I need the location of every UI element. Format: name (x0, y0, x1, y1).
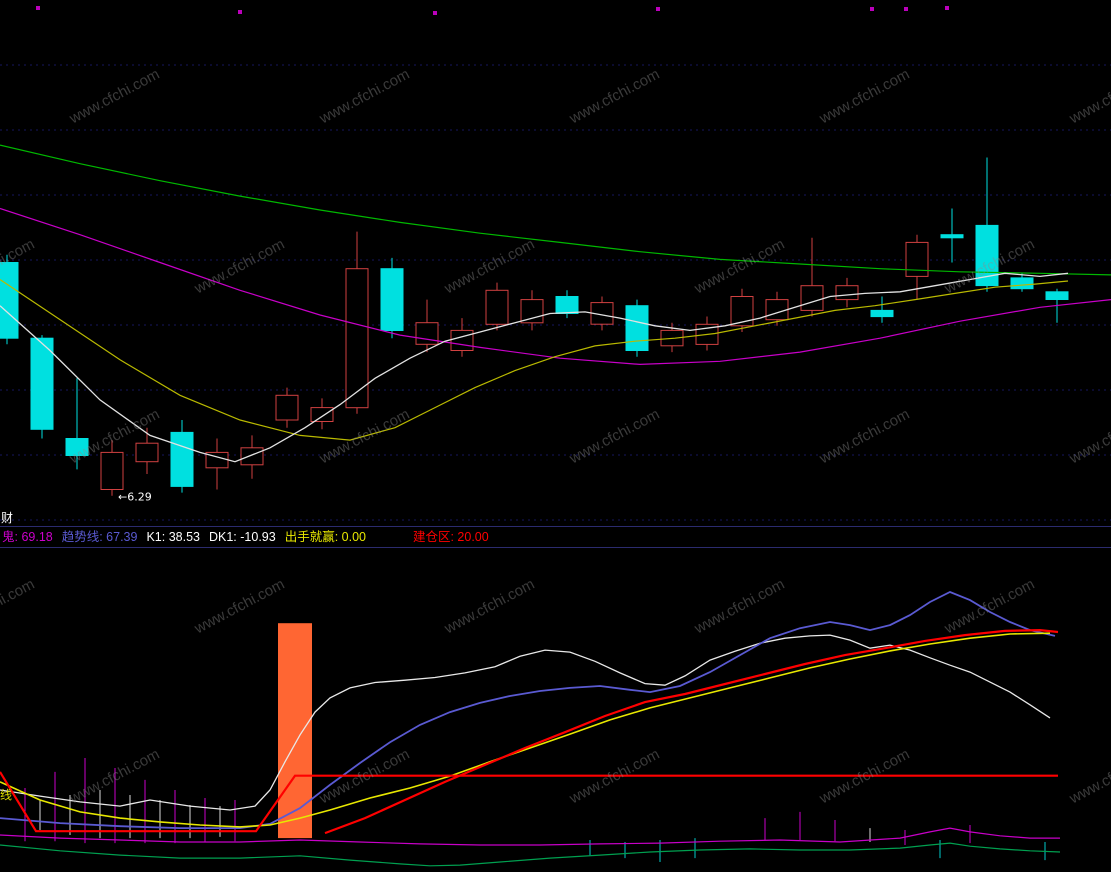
top-marker-dot (433, 11, 437, 15)
top-marker-dot (904, 7, 908, 11)
indicator-reading-gui: 鬼: 69.18 (2, 530, 53, 544)
candle-body (135, 442, 159, 463)
ma-yellow (0, 279, 1069, 441)
indicator-reading-k1: K1: 38.53 (146, 530, 200, 544)
sub-chart-left-label: 线 (0, 788, 13, 802)
signal-volume-bar (278, 623, 312, 839)
ma-green (0, 144, 1111, 276)
indicator-reading-jiancangqu: 建仓区: 20.00 (412, 530, 489, 544)
ma-magenta (0, 207, 1111, 366)
candle-body (485, 289, 509, 325)
white-line (0, 634, 1051, 811)
candle-body (450, 329, 474, 351)
corner-label: 财 (1, 511, 14, 525)
indicator-status-bar: 鬼: 69.18 趋势线: 67.39 K1: 38.53 DK1: -10.9… (0, 526, 1111, 548)
red-curve (324, 628, 1059, 835)
candle-body (30, 337, 54, 430)
candle-body (100, 451, 124, 490)
candle-body (870, 309, 894, 318)
ma-white (0, 272, 1069, 463)
low-price-annotation: ←6.29 (118, 490, 152, 503)
candle-body (275, 394, 299, 421)
top-marker-dot (36, 6, 40, 10)
candle-body (765, 299, 789, 321)
candle-body (310, 407, 334, 423)
candle-body (520, 299, 544, 324)
indicator-reading-chushoujiuying: 出手就赢: 0.00 (284, 530, 366, 544)
magenta-line (0, 827, 1060, 846)
candle-body (940, 234, 964, 239)
blue-line (0, 591, 1056, 829)
candle-body (835, 285, 859, 301)
candle-body (1010, 277, 1034, 290)
yellow-line (0, 632, 1051, 828)
candle-body (345, 268, 369, 409)
top-marker-dot (870, 7, 874, 11)
top-marker-dot (238, 10, 242, 14)
candle-body (380, 268, 404, 332)
candle-body (65, 438, 89, 456)
candle-body (240, 447, 264, 466)
top-marker-dot (945, 6, 949, 10)
indicator-reading-trendline: 趋势线: 67.39 (61, 530, 138, 544)
candle-body (625, 305, 649, 352)
top-marker-dot (656, 7, 660, 11)
candle-body (975, 224, 999, 287)
candle-body (555, 296, 579, 314)
candle-body (1045, 291, 1069, 300)
red-level-line (0, 771, 1058, 833)
candle-body (730, 296, 754, 327)
indicator-reading-dk1: DK1: -10.93 (208, 530, 276, 544)
candle-body (170, 431, 194, 487)
candle-body (800, 285, 824, 311)
candle-body (415, 322, 439, 345)
candle-body (905, 241, 929, 277)
green-line (0, 842, 1061, 867)
candle-body (0, 262, 19, 339)
